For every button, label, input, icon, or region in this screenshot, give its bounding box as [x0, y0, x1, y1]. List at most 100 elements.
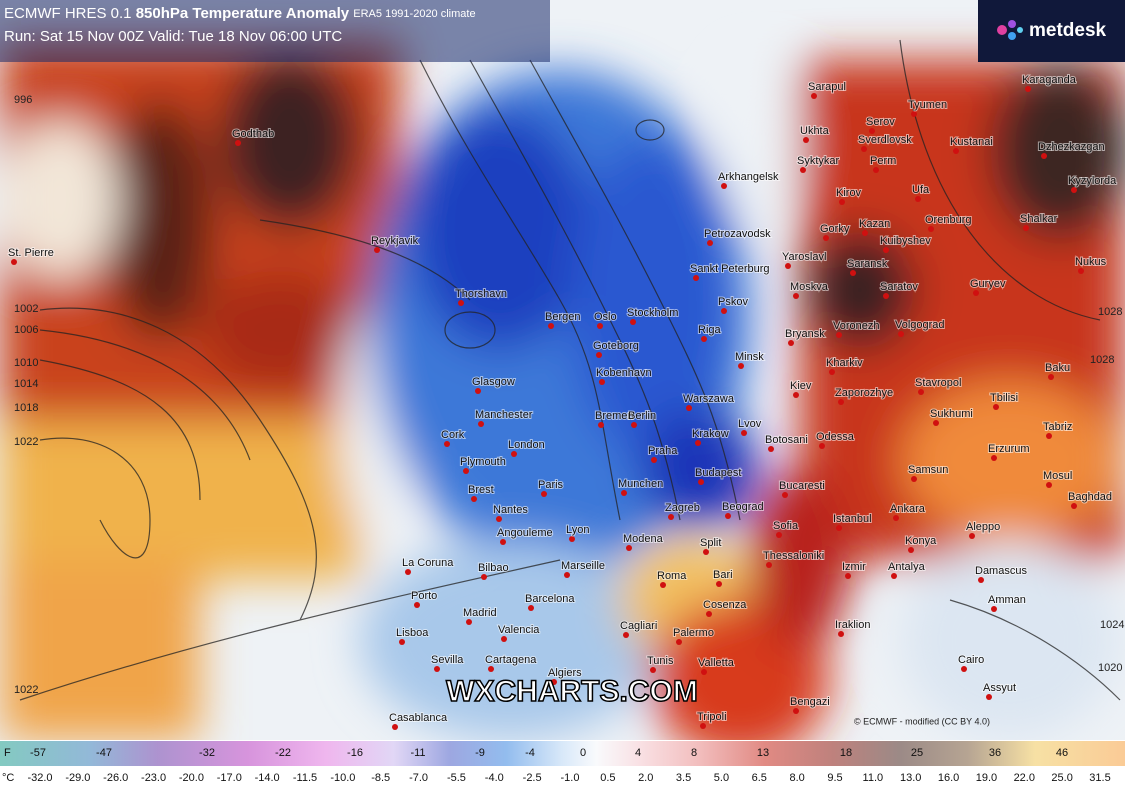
city-dot — [1046, 433, 1052, 439]
c-label: 31.5 — [1089, 772, 1110, 784]
c-label: 13.0 — [900, 772, 921, 784]
city-label: Antalya — [888, 561, 926, 573]
c-label: -8.5 — [371, 772, 390, 784]
city-dot — [706, 611, 712, 617]
f-label: -9 — [475, 747, 485, 759]
city-dot — [235, 140, 241, 146]
city-label: Riga — [698, 324, 722, 336]
isobar — [39, 437, 151, 559]
city-dot — [883, 293, 889, 299]
city-label: Baghdad — [1068, 491, 1112, 503]
city-label: Erzurum — [988, 443, 1030, 455]
city-dot — [838, 631, 844, 637]
city-label: Kuibyshev — [880, 235, 931, 247]
city-dot — [928, 226, 934, 232]
city-dot — [800, 167, 806, 173]
city-label: Budapest — [695, 467, 741, 479]
credit: © ECMWF - modified (CC BY 4.0) — [854, 716, 990, 726]
city-label: Sofia — [773, 520, 799, 532]
city-dot — [701, 336, 707, 342]
city-label: Sevilla — [431, 654, 464, 666]
city-dot — [1041, 153, 1047, 159]
city-dot — [698, 479, 704, 485]
city-label: Berlin — [628, 410, 656, 422]
city-dot — [915, 196, 921, 202]
legend-scale — [0, 741, 1125, 766]
city-dot — [788, 340, 794, 346]
city-dot — [716, 581, 722, 587]
city-label: Aleppo — [966, 521, 1000, 533]
city-dot — [660, 582, 666, 588]
isobar-label: 1020 — [1098, 662, 1122, 674]
city-label: Stavropol — [915, 377, 961, 389]
city-label: Thessaloniki — [763, 550, 824, 562]
city-label: London — [508, 439, 545, 451]
city-dot — [782, 492, 788, 498]
city-label: Saratov — [880, 281, 918, 293]
city-label: Odessa — [816, 431, 855, 443]
city-dot — [630, 319, 636, 325]
f-label: 13 — [757, 747, 769, 759]
city-dot — [598, 422, 604, 428]
city-label: Kobenhavn — [596, 367, 652, 379]
city-label: Gorky — [820, 223, 850, 235]
city-dot — [481, 574, 487, 580]
city-dot — [836, 525, 842, 531]
city-dot — [986, 694, 992, 700]
city-label: Godthab — [232, 128, 274, 140]
city-label: Thorshavn — [455, 288, 507, 300]
city-label: Split — [700, 537, 721, 549]
city-label: Kyzylorda — [1068, 175, 1117, 187]
c-label: 11.0 — [863, 772, 884, 784]
city-dot — [838, 399, 844, 405]
city-dot — [811, 93, 817, 99]
city-dot — [823, 235, 829, 241]
field-blobs — [0, 40, 1125, 760]
f-label: -47 — [96, 747, 112, 759]
city-label: Algiers — [548, 667, 582, 679]
city-label: Syktykar — [797, 155, 840, 167]
city-dot — [569, 536, 575, 542]
watermark: WXCHARTS.COM — [446, 675, 698, 708]
city-label: Bari — [713, 569, 733, 581]
city-dot — [908, 547, 914, 553]
city-dot — [803, 137, 809, 143]
city-dot — [991, 606, 997, 612]
city-dot — [599, 379, 605, 385]
city-label: Saransk — [847, 258, 888, 270]
city-dot — [668, 514, 674, 520]
city-dot — [869, 128, 875, 134]
c-label: -7.0 — [409, 772, 428, 784]
city-label: Karaganda — [1022, 74, 1077, 86]
city-dot — [1048, 374, 1054, 380]
city-labels: Sarapul Tyumen Karaganda Serov Ukhta Sverdlov… — [7, 73, 1118, 730]
city-dot — [891, 573, 897, 579]
city-dot — [918, 389, 924, 395]
city-dot — [883, 247, 889, 253]
city-dot — [444, 441, 450, 447]
city-dot — [776, 532, 782, 538]
city-dot — [721, 308, 727, 314]
c-label: 3.5 — [676, 772, 691, 784]
f-label: 25 — [911, 747, 923, 759]
city-label: Bergen — [545, 311, 580, 323]
city-label: Kharkiv — [826, 357, 863, 369]
city-label: Warszawa — [683, 393, 735, 405]
c-label: 6.5 — [752, 772, 767, 784]
f-label: -22 — [275, 747, 291, 759]
city-dot — [873, 167, 879, 173]
city-label: Sarapul — [808, 81, 846, 93]
city-label: Baku — [1045, 362, 1070, 374]
c-label: -29.0 — [65, 772, 90, 784]
city-dot — [1078, 268, 1084, 274]
city-dot — [548, 323, 554, 329]
city-dot — [11, 259, 17, 265]
city-dot — [405, 569, 411, 575]
city-label: Arkhangelsk — [718, 171, 779, 183]
city-dot — [623, 632, 629, 638]
header-panel — [0, 0, 550, 62]
c-label: 19.0 — [976, 772, 997, 784]
c-label: -1.0 — [561, 772, 580, 784]
city-label: Cagliari — [620, 620, 657, 632]
city-label: Zagreb — [665, 502, 700, 514]
